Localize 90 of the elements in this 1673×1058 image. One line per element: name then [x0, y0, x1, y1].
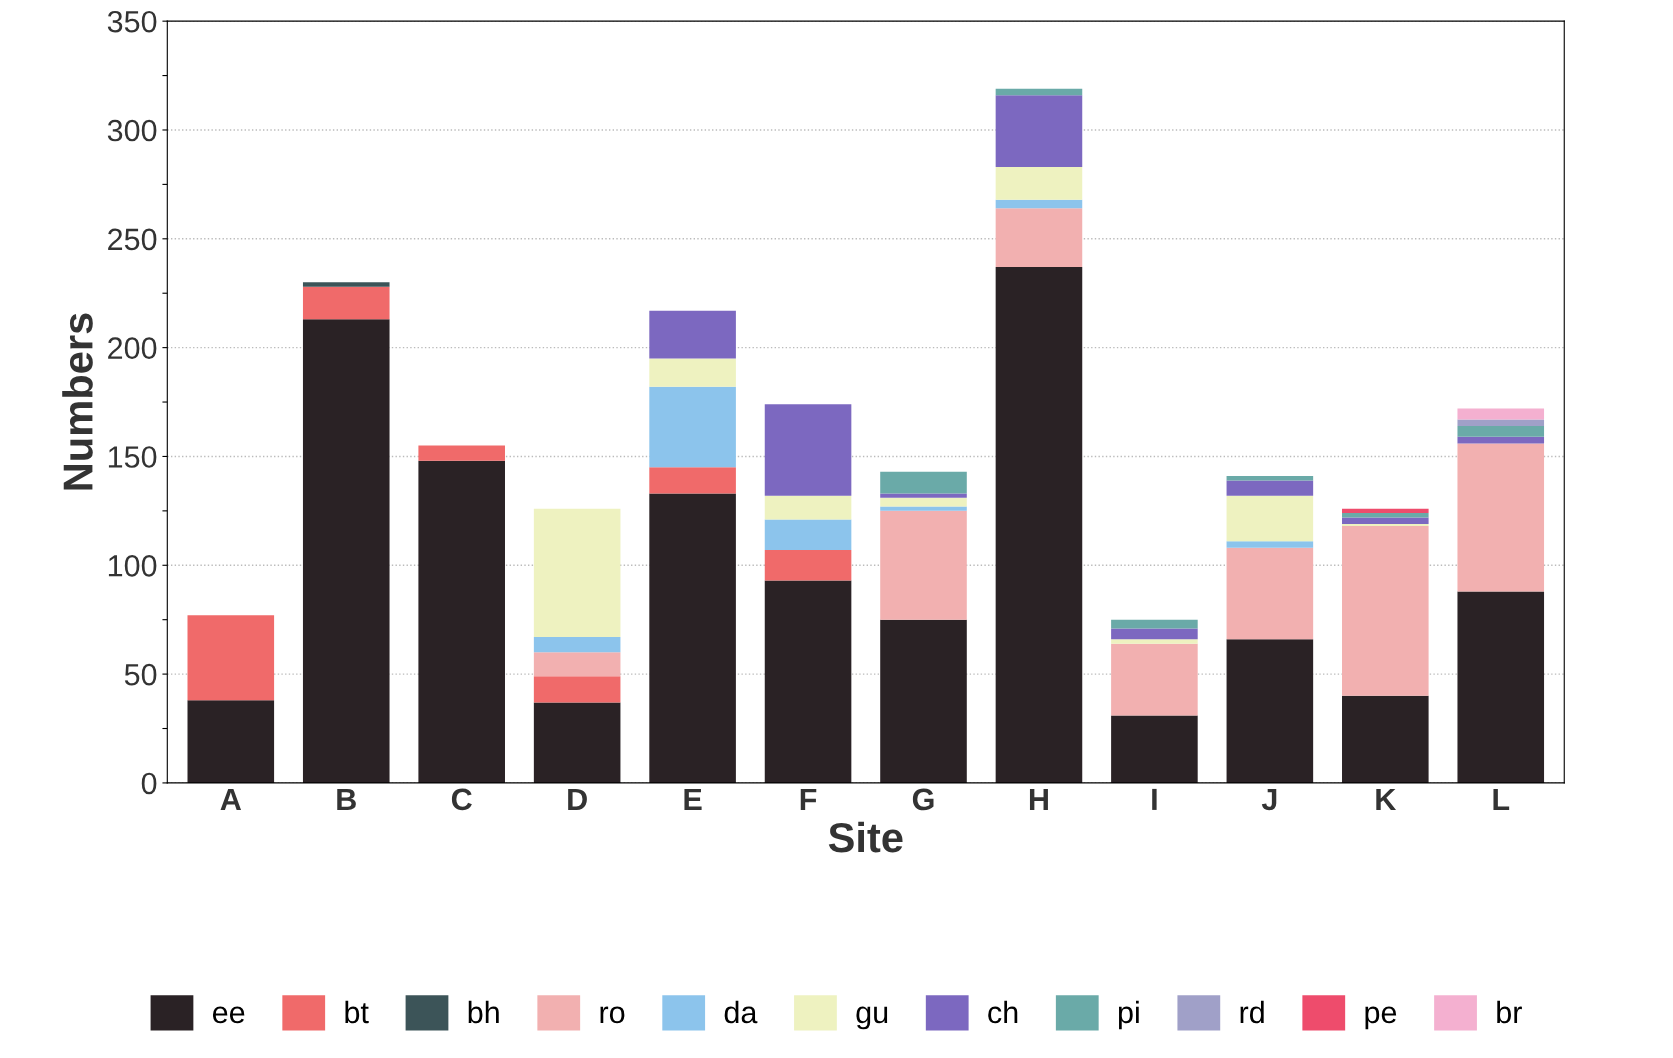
bar — [1226, 480, 1314, 496]
bar — [302, 286, 390, 320]
legend-label: ee — [212, 1006, 245, 1024]
bar — [1457, 425, 1545, 437]
bar — [1111, 628, 1198, 640]
bar — [1342, 695, 1429, 783]
bar — [418, 445, 505, 461]
y-tick-label: 300 — [107, 119, 157, 142]
bar — [649, 386, 736, 468]
y-tick-label: 250 — [108, 228, 157, 251]
x-tick-label: D — [568, 788, 587, 810]
bar — [649, 467, 736, 494]
bar — [649, 493, 736, 783]
x-tick-label: F — [800, 788, 817, 810]
y-tick-label: 100 — [108, 555, 157, 577]
bar — [764, 519, 852, 551]
y-tick-label: 200 — [108, 337, 157, 359]
bar — [764, 580, 852, 783]
bar — [1342, 523, 1429, 527]
legend-label: ro — [600, 1006, 625, 1024]
bar — [1342, 508, 1429, 514]
x-tick-label: B — [337, 788, 356, 810]
legend-label: bt — [345, 1000, 369, 1024]
x-tick-label: C — [451, 788, 472, 811]
legend-label: bh — [468, 1000, 499, 1024]
y-tick-label: 350 — [107, 10, 157, 33]
legend-label: rd — [1240, 1000, 1264, 1024]
bar — [1111, 715, 1198, 783]
legend-label: pe — [1365, 1006, 1397, 1030]
legend-label: br — [1497, 1000, 1522, 1024]
bar — [533, 508, 621, 638]
bar — [1226, 495, 1314, 542]
bar — [880, 510, 967, 620]
bar — [880, 619, 967, 783]
bar — [1457, 436, 1545, 444]
bar — [995, 166, 1083, 200]
legend-label: ch — [988, 1000, 1018, 1024]
bar — [880, 471, 967, 494]
bar — [764, 550, 852, 581]
bar — [995, 88, 1083, 96]
x-tick-label: E — [684, 788, 702, 810]
x-tick-label: G — [912, 788, 934, 811]
bar — [880, 506, 967, 511]
bar — [1342, 517, 1429, 524]
bar — [1111, 619, 1198, 629]
legend-label: da — [724, 1000, 758, 1024]
bar — [1457, 443, 1545, 592]
bar — [995, 267, 1083, 783]
legend-label: pi — [1118, 1000, 1139, 1030]
bar — [418, 460, 505, 783]
bar — [302, 319, 390, 783]
x-tick-label: J — [1261, 788, 1277, 811]
bar — [764, 495, 852, 520]
x-tick-label: A — [220, 788, 242, 810]
bar — [995, 208, 1083, 268]
y-axis-title: Numbers — [62, 313, 93, 490]
x-tick-label: H — [1029, 788, 1048, 810]
x-tick-label: K — [1376, 788, 1397, 810]
y-tick-label: 50 — [124, 663, 157, 686]
bar — [649, 310, 736, 359]
bar — [1457, 591, 1545, 783]
x-tick-label: I — [1152, 788, 1157, 810]
bar — [649, 358, 736, 387]
bar — [1226, 547, 1314, 640]
bar — [533, 702, 621, 783]
bar — [302, 282, 390, 287]
bar — [1226, 476, 1314, 481]
bar — [1111, 639, 1198, 644]
bar — [995, 199, 1083, 209]
bar — [533, 676, 621, 703]
bar — [995, 95, 1083, 167]
bar — [880, 493, 967, 498]
bar — [1226, 541, 1314, 548]
bar — [1342, 513, 1429, 518]
bar — [1342, 526, 1429, 696]
x-axis-title: Site — [828, 821, 903, 853]
bar — [187, 700, 275, 783]
bar — [1226, 639, 1314, 783]
legend-label: gu — [856, 1006, 888, 1030]
bar — [1457, 408, 1545, 420]
x-tick-label: L — [1493, 788, 1510, 810]
y-tick-label: 150 — [108, 446, 157, 468]
bar — [764, 404, 852, 496]
bar — [533, 652, 621, 677]
bar — [187, 615, 275, 701]
bar — [1457, 419, 1545, 426]
bar — [880, 497, 967, 507]
y-tick-label: 0 — [141, 772, 157, 795]
bar — [1111, 643, 1198, 716]
bar — [533, 637, 621, 653]
